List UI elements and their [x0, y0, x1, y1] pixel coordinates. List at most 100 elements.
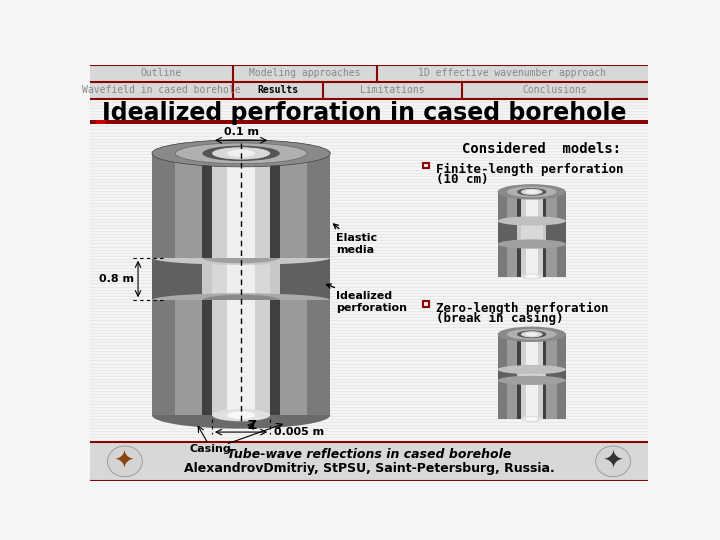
Bar	[202, 258, 280, 300]
Text: Tube-wave reflections in cased borehole: Tube-wave reflections in cased borehole	[227, 448, 511, 461]
Bar	[228, 153, 255, 415]
Bar	[517, 192, 546, 276]
Bar	[90, 65, 648, 82]
Ellipse shape	[526, 275, 538, 279]
Bar	[423, 163, 428, 168]
Ellipse shape	[498, 217, 566, 226]
Bar	[152, 153, 330, 415]
Bar	[228, 300, 255, 415]
Bar	[521, 192, 543, 276]
Text: Results: Results	[257, 85, 298, 95]
Bar	[498, 334, 566, 419]
Bar	[507, 334, 557, 419]
Bar	[175, 153, 307, 415]
Ellipse shape	[152, 293, 330, 307]
Bar	[517, 221, 546, 244]
Bar	[517, 380, 546, 419]
Bar	[521, 244, 543, 276]
Bar	[498, 192, 566, 221]
Bar	[423, 301, 428, 307]
Bar	[175, 300, 307, 415]
Ellipse shape	[498, 365, 566, 374]
Bar	[96, 120, 106, 124]
Ellipse shape	[498, 376, 566, 385]
Bar	[498, 244, 566, 276]
Text: 0.8 m: 0.8 m	[99, 274, 134, 284]
Bar	[521, 221, 543, 244]
Bar	[152, 258, 330, 300]
Ellipse shape	[228, 150, 255, 157]
Bar	[498, 334, 566, 369]
Text: Wavefield in cased borehole: Wavefield in cased borehole	[82, 85, 240, 95]
Ellipse shape	[521, 331, 543, 338]
Bar	[175, 153, 307, 258]
Text: 0.005 m: 0.005 m	[274, 427, 324, 437]
Text: AlexandrovDmitriy, StPSU, Saint-Petersburg, Russia.: AlexandrovDmitriy, StPSU, Saint-Petersbu…	[184, 462, 554, 475]
Ellipse shape	[107, 446, 143, 477]
Ellipse shape	[498, 327, 566, 342]
Bar	[152, 258, 202, 300]
Bar	[526, 380, 538, 419]
Bar	[90, 120, 648, 124]
Bar	[202, 153, 280, 258]
Bar	[90, 442, 648, 484]
Bar	[521, 334, 543, 419]
Ellipse shape	[212, 147, 270, 159]
Ellipse shape	[521, 416, 543, 422]
Bar	[526, 334, 538, 369]
Bar	[202, 300, 280, 415]
Bar	[498, 369, 517, 380]
Text: Zero-length perforation: Zero-length perforation	[436, 302, 608, 315]
Ellipse shape	[152, 140, 330, 167]
Bar	[498, 380, 566, 419]
Bar	[228, 153, 255, 258]
Ellipse shape	[228, 411, 255, 419]
Ellipse shape	[595, 446, 631, 477]
Bar	[526, 334, 538, 419]
Text: (10 cm): (10 cm)	[436, 173, 488, 186]
Bar	[212, 258, 270, 300]
Text: ✦: ✦	[603, 449, 624, 474]
Ellipse shape	[507, 329, 557, 340]
Bar	[521, 380, 543, 419]
Ellipse shape	[202, 295, 280, 306]
Ellipse shape	[507, 186, 557, 197]
Bar	[546, 221, 566, 244]
Bar	[517, 334, 546, 369]
Bar	[526, 192, 538, 276]
Bar	[212, 153, 270, 258]
Ellipse shape	[526, 333, 538, 336]
Text: 1D effective wavenumber approach: 1D effective wavenumber approach	[418, 68, 606, 78]
Bar	[521, 369, 543, 380]
Bar	[517, 192, 546, 221]
Bar	[90, 82, 648, 99]
Ellipse shape	[175, 143, 307, 164]
Ellipse shape	[521, 273, 543, 280]
Ellipse shape	[175, 143, 307, 164]
Bar	[498, 221, 566, 244]
Bar	[498, 192, 566, 276]
Text: Casing: Casing	[189, 444, 231, 455]
Ellipse shape	[202, 146, 280, 161]
Bar	[517, 369, 546, 380]
Bar	[546, 369, 566, 380]
Bar	[280, 258, 330, 300]
Bar	[507, 380, 557, 419]
Bar	[521, 192, 543, 221]
Ellipse shape	[202, 252, 280, 263]
Bar	[517, 244, 546, 276]
Bar	[507, 192, 557, 276]
Text: Finite-length perforation: Finite-length perforation	[436, 164, 623, 177]
Ellipse shape	[212, 147, 270, 159]
Text: (break in casing): (break in casing)	[436, 312, 563, 325]
Text: Idealized perforation in cased borehole: Idealized perforation in cased borehole	[102, 100, 626, 125]
Text: Limitations: Limitations	[360, 85, 425, 95]
Ellipse shape	[521, 189, 543, 195]
Bar	[228, 258, 255, 300]
Bar	[507, 244, 557, 276]
Bar	[521, 334, 543, 369]
Bar	[212, 153, 270, 415]
Ellipse shape	[152, 251, 330, 265]
Bar	[498, 221, 517, 244]
Ellipse shape	[498, 239, 566, 249]
